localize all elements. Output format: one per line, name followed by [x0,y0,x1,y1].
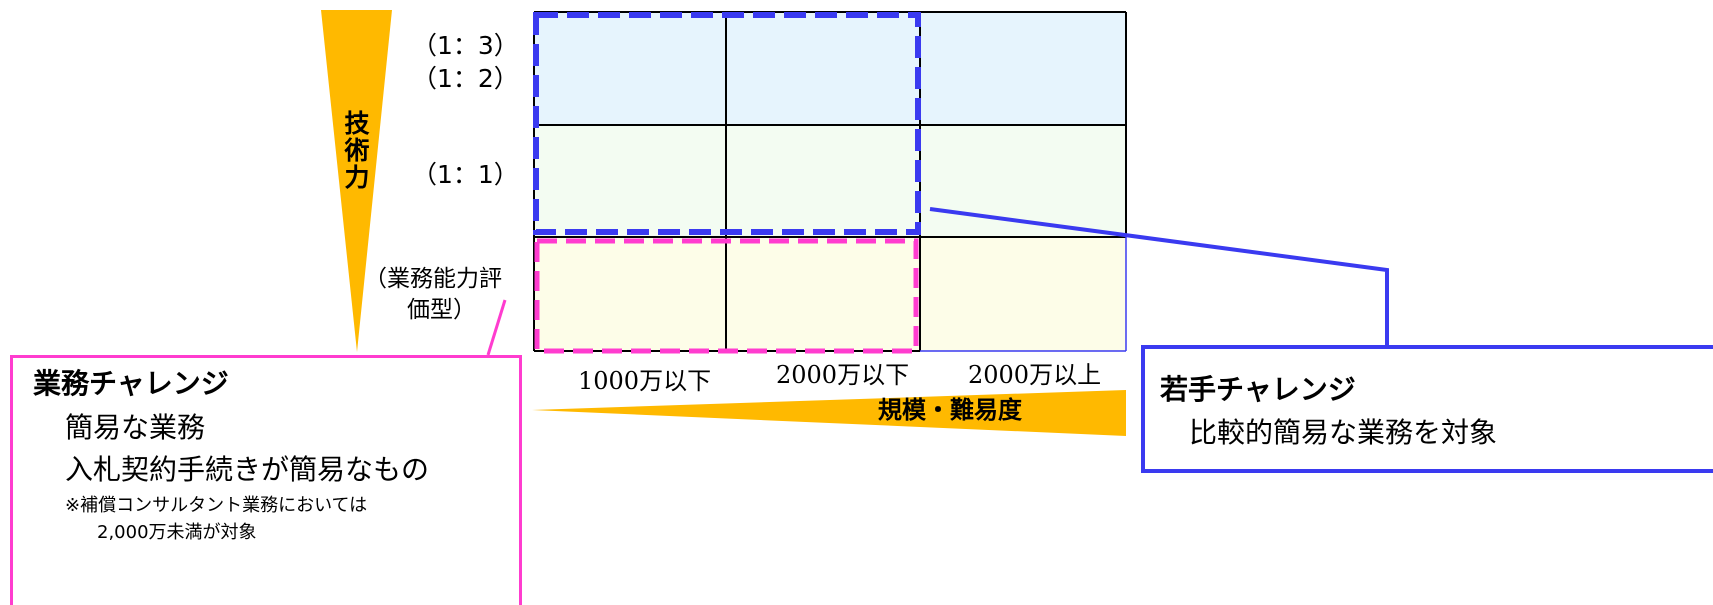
gyomu-challenge-line2: 入札契約手続きが簡易なもの [65,453,430,486]
wakate-challenge-line1: 比較的簡易な業務を対象 [1189,416,1498,449]
cell-r3-c2 [726,237,920,351]
column-label-1: 1000万以下 [578,367,712,395]
gyomu-challenge-note2: 2,000万未満が対象 [97,522,257,543]
grid-lines-blue [920,237,1127,352]
row-label-1-2: （1：2） [412,64,519,93]
horizontal-wedge [532,390,1126,436]
vertical-wedge [321,10,392,352]
cell-r1-c1 [534,12,726,125]
cell-r1-c2 [726,12,920,125]
gyomu-challenge-box: 業務チャレンジ 簡易な業務 入札契約手続きが簡易なもの ※補償コンサルタント業務… [10,355,522,605]
wakate-challenge-title: 若手チャレンジ [1160,373,1356,406]
row-label-ability-2: 価型） [407,297,476,323]
row-label-ability-1: （業務能力評 [364,266,502,292]
gyomu-challenge-title: 業務チャレンジ [33,367,229,400]
cell-r3-c1 [534,237,726,351]
column-label-3: 2000万以上 [968,361,1102,389]
vertical-axis-label: 技術力 [341,110,370,191]
wakate-connector [929,207,1389,345]
gyomu-region-outline [534,238,919,354]
horizontal-axis-label: 規模・難易度 [878,396,1022,424]
cell-r1-c3 [920,12,1126,125]
wakate-challenge-box: 若手チャレンジ 比較的簡易な業務を対象 [1141,345,1713,473]
cell-r2-c2 [726,125,920,237]
column-label-2: 2000万以下 [776,361,910,389]
wakate-region-outline [533,12,921,235]
gyomu-challenge-line1: 簡易な業務 [65,411,206,444]
grid-cells [534,12,1126,351]
row-label-1-1: （1：1） [412,160,519,189]
cell-r3-c3 [920,237,1126,351]
gyomu-connector [486,299,507,356]
cell-r2-c1 [534,125,726,237]
gyomu-challenge-note1: ※補償コンサルタント業務においては [65,495,368,516]
row-label-1-3: （1：3） [412,31,519,60]
cell-r2-c3 [920,125,1126,237]
